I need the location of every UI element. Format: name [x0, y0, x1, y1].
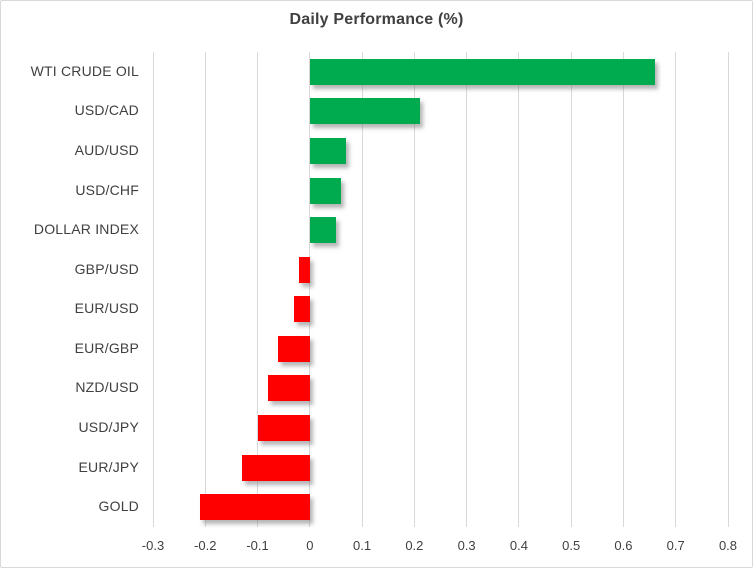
gridline-x--0.1 — [257, 52, 259, 527]
bar-nzd-usd — [268, 375, 310, 402]
bar-eur-gbp — [278, 335, 310, 362]
gridline-x-0.6 — [622, 52, 624, 527]
category-label-usd-jpy: USD/JPY — [78, 419, 139, 436]
gridline-x-0 — [309, 52, 311, 527]
bar-dollar-index — [309, 217, 336, 244]
gridline-x-0.8 — [727, 52, 729, 527]
category-label-gold: GOLD — [98, 498, 139, 515]
x-tick-label-0.6: 0.6 — [614, 538, 633, 553]
bar-usd-jpy — [257, 415, 310, 442]
category-label-eur-jpy: EUR/JPY — [78, 458, 139, 475]
category-label-gbp-usd: GBP/USD — [74, 260, 139, 277]
category-label-wti-crude-oil: WTI CRUDE OIL — [30, 62, 139, 79]
gridline-x--0.2 — [204, 52, 206, 527]
gridline-x-0.7 — [675, 52, 677, 527]
bar-eur-jpy — [241, 454, 310, 481]
gridline-x--0.3 — [152, 52, 154, 527]
gridline-x-0.3 — [466, 52, 468, 527]
x-tick-label-0.5: 0.5 — [562, 538, 581, 553]
gridline-x-0.5 — [570, 52, 572, 527]
gridline-x-0.4 — [518, 52, 520, 527]
category-label-eur-gbp: EUR/GBP — [74, 339, 139, 356]
bar-aud-usd — [309, 137, 347, 164]
category-label-dollar-index: DOLLAR INDEX — [33, 221, 139, 238]
x-tick-label-0: 0 — [306, 538, 314, 553]
bar-wti-crude-oil — [309, 58, 655, 85]
category-label-aud-usd: AUD/USD — [74, 141, 139, 158]
x-tick-label-0.8: 0.8 — [718, 538, 738, 553]
bar-eur-usd — [294, 296, 310, 323]
chart-title: Daily Performance (%) — [289, 11, 464, 28]
x-tick-label-0.2: 0.2 — [405, 538, 424, 553]
x-tick-label-0.3: 0.3 — [457, 538, 476, 553]
category-label-eur-usd: EUR/USD — [74, 300, 139, 317]
bar-usd-chf — [309, 177, 342, 204]
x-tick-label-0.4: 0.4 — [509, 538, 528, 553]
category-label-usd-cad: USD/CAD — [74, 102, 139, 119]
bar-gold — [200, 494, 310, 521]
x-tick-label--0.1: -0.1 — [246, 538, 269, 553]
gridline-x-0.1 — [361, 52, 363, 527]
bar-gbp-usd — [299, 256, 310, 283]
category-label-nzd-usd: NZD/USD — [75, 379, 139, 396]
x-tick-label--0.2: -0.2 — [194, 538, 217, 553]
x-tick-label-0.1: 0.1 — [353, 538, 372, 553]
category-label-usd-chf: USD/CHF — [75, 181, 139, 198]
gridline-x-0.2 — [413, 52, 415, 527]
x-tick-label-0.7: 0.7 — [666, 538, 685, 553]
bar-usd-cad — [309, 98, 420, 125]
x-tick-label--0.3: -0.3 — [141, 538, 165, 553]
